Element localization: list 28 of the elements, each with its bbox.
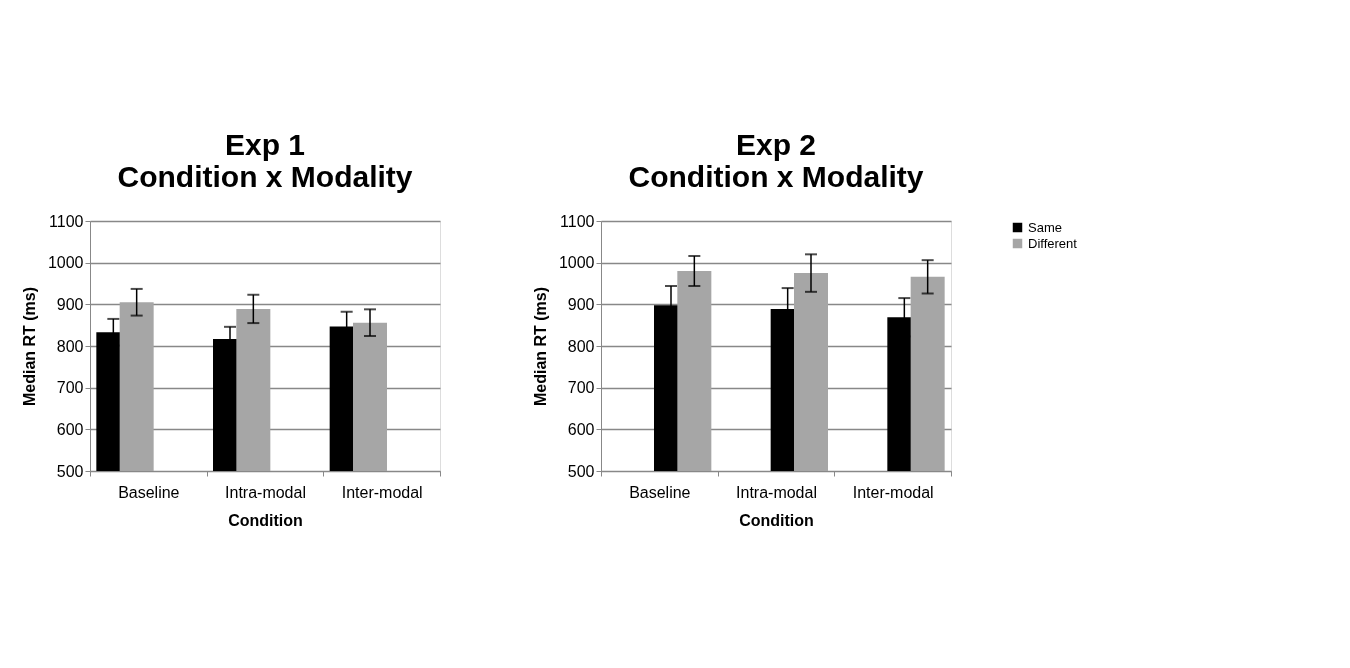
y-axis-title: Median RT (ms) — [20, 286, 38, 407]
x-axis-title: Condition — [228, 511, 303, 529]
x-tick-label: Intra-modal — [225, 483, 306, 501]
y-tick-label: 600 — [56, 420, 84, 438]
x-tick-label: Inter-modal — [341, 483, 423, 501]
y-tick-label: 500 — [56, 462, 84, 480]
x-tick-label: Inter-modal — [852, 483, 934, 501]
y-axis-title: Median RT (ms) — [531, 286, 549, 407]
y-tick-label: 1000 — [558, 254, 595, 272]
x-tick-label: Baseline — [118, 483, 180, 501]
chart-title: Exp 2 Condition x Modality — [628, 128, 924, 193]
y-tick-label: 900 — [56, 295, 84, 313]
legend-label: Same — [1028, 219, 1062, 235]
y-tick-label: 900 — [567, 295, 595, 313]
y-tick-label: 700 — [56, 379, 84, 397]
y-tick-label: 800 — [567, 337, 595, 355]
y-tick-label: 800 — [56, 337, 84, 355]
y-tick-label: 1100 — [560, 212, 595, 230]
legend-label: Different — [1028, 235, 1078, 251]
y-tick-label: 1100 — [49, 212, 84, 230]
x-tick-label: Baseline — [629, 483, 691, 501]
y-tick-label: 600 — [567, 420, 595, 438]
x-axis-title: Condition — [739, 511, 814, 529]
y-tick-label: 700 — [567, 379, 595, 397]
y-tick-label: 1000 — [47, 254, 84, 272]
x-tick-label: Intra-modal — [736, 483, 817, 501]
chart-title: Exp 1 Condition x Modality — [117, 128, 413, 193]
y-tick-label: 500 — [567, 462, 595, 480]
